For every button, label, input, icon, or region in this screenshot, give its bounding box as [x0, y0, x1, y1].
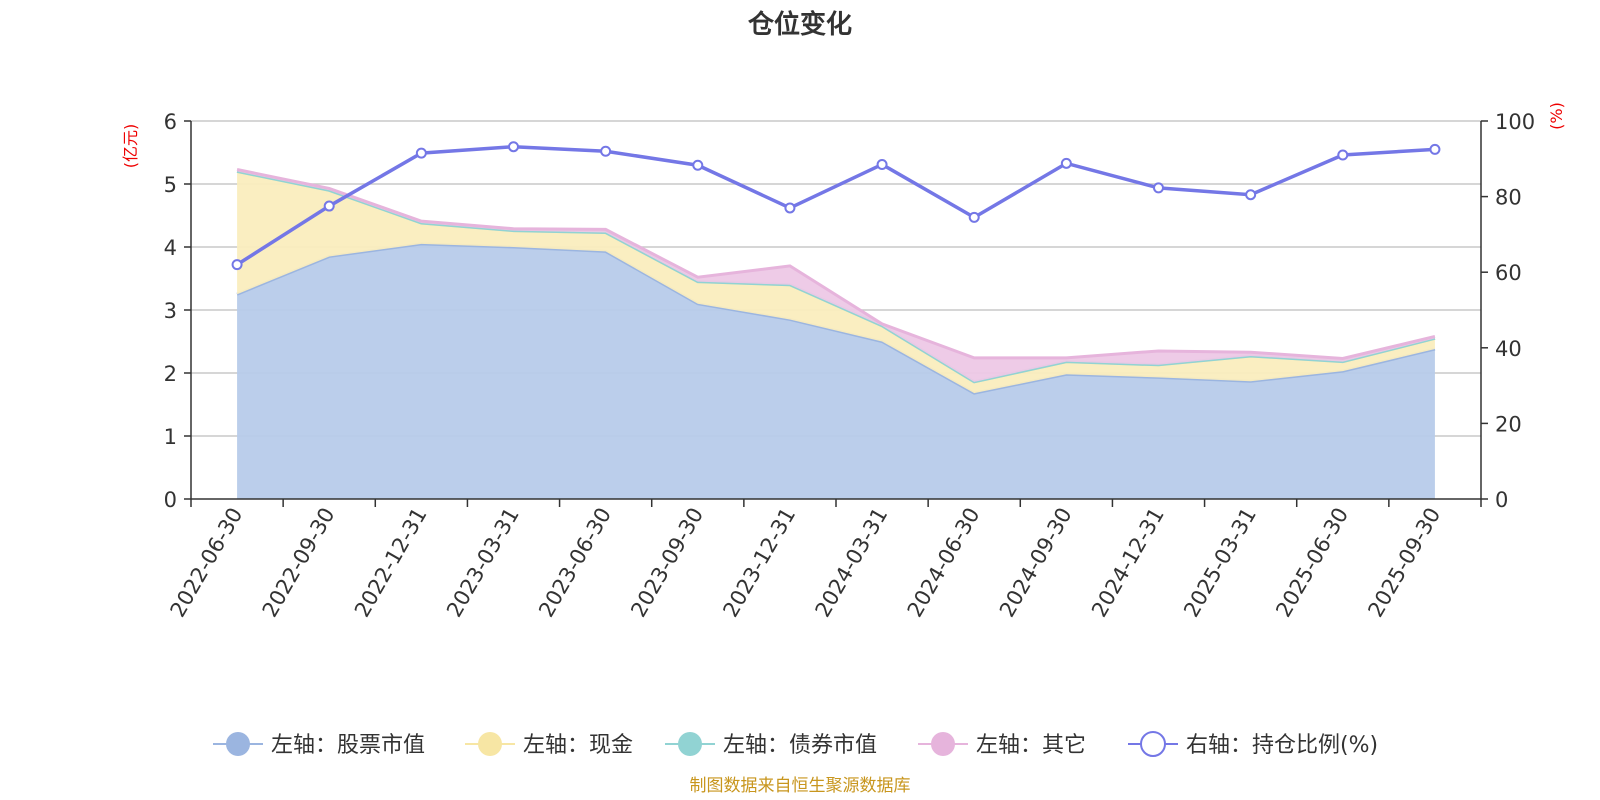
ratio-line — [236, 144, 1436, 267]
x-axis-label: 2022-12-31 — [350, 504, 432, 622]
right-axis-tick-label: 40 — [1495, 337, 1522, 361]
ratio-point[interactable] — [508, 141, 519, 153]
x-axis-label: 2023-06-30 — [534, 504, 616, 622]
legend-marker — [478, 732, 502, 756]
legend-marker — [226, 732, 250, 756]
legend[interactable]: 左轴：股票市值 左轴：现金 左轴：债券市值 左轴：其它 右轴：持仓比例(%) — [213, 731, 1378, 758]
ratio-point[interactable] — [876, 158, 888, 170]
legend-label: 左轴：股票市值 — [271, 733, 425, 758]
x-axis-label: 2022-06-30 — [166, 504, 248, 622]
ratio-point[interactable] — [784, 202, 796, 214]
ratio-point[interactable] — [600, 145, 612, 157]
legend-label: 左轴：其它 — [976, 733, 1086, 758]
ratio-point[interactable] — [1337, 149, 1349, 161]
legend-label: 左轴：现金 — [523, 733, 633, 758]
right-axis-unit: (%) — [1547, 102, 1566, 130]
area-左轴：股票市值 — [237, 243, 1435, 499]
data-source-note: 制图数据来自恒生聚源数据库 — [690, 776, 911, 796]
ratio-point[interactable] — [968, 211, 980, 223]
area-series — [236, 168, 1436, 499]
ratio-line-series — [231, 141, 1441, 271]
legend-label: 左轴：债券市值 — [723, 733, 877, 758]
right-axis-tick-label: 20 — [1495, 412, 1522, 436]
legend-item[interactable]: 左轴：股票市值 — [213, 732, 425, 758]
legend-item[interactable]: 右轴：持仓比例(%) — [1128, 731, 1378, 758]
left-axis-tick-label: 6 — [164, 110, 177, 134]
legend-marker — [678, 732, 702, 756]
ratio-point[interactable] — [1429, 143, 1441, 155]
x-axis-label: 2024-09-30 — [995, 504, 1077, 622]
ratio-point[interactable] — [231, 259, 243, 271]
legend-item[interactable]: 左轴：债券市值 — [665, 732, 877, 758]
x-axis-label: 2023-12-31 — [718, 504, 800, 622]
left-axis-tick-label: 1 — [164, 425, 177, 449]
x-axis-label: 2023-03-31 — [442, 504, 524, 622]
ratio-point[interactable] — [323, 200, 335, 212]
x-axis-label: 2025-03-31 — [1179, 504, 1261, 622]
x-axis-label: 2024-12-31 — [1087, 504, 1169, 622]
x-axis-label: 2024-03-31 — [811, 504, 893, 622]
left-axis-tick-label: 5 — [164, 173, 177, 197]
ratio-point[interactable] — [415, 147, 427, 159]
legend-marker — [931, 732, 955, 756]
legend-label: 右轴：持仓比例(%) — [1186, 733, 1378, 758]
ratio-point[interactable] — [1153, 182, 1164, 194]
right-axis-tick-label: 80 — [1495, 186, 1522, 210]
left-axis-tick-label: 4 — [164, 236, 177, 260]
x-axis-label: 2022-09-30 — [258, 504, 340, 622]
left-axis-unit: (亿元) — [121, 124, 140, 169]
left-axis-tick-label: 3 — [164, 299, 177, 323]
chart-title: 仓位变化 — [747, 9, 852, 40]
area-左轴：现金 — [237, 171, 1435, 394]
x-axis-label: 2024-06-30 — [903, 504, 985, 622]
x-axis-label: 2023-09-30 — [626, 504, 708, 622]
ratio-point[interactable] — [1245, 189, 1257, 201]
x-axis-label: 2025-06-30 — [1271, 504, 1353, 622]
ratio-point[interactable] — [1060, 157, 1072, 169]
left-axis-tick-label: 0 — [164, 488, 177, 512]
ratio-point[interactable] — [692, 159, 704, 171]
legend-marker — [1140, 731, 1166, 757]
x-axis-label: 2025-09-30 — [1363, 504, 1445, 622]
left-axis-tick-label: 2 — [164, 362, 177, 386]
right-axis-tick-label: 60 — [1495, 261, 1522, 285]
right-axis-tick-label: 100 — [1495, 110, 1535, 134]
right-axis-tick-label: 0 — [1495, 488, 1508, 512]
area-edge-左轴：其它 — [236, 168, 1436, 361]
legend-item[interactable]: 左轴：现金 — [465, 732, 633, 758]
legend-item[interactable]: 左轴：其它 — [918, 732, 1086, 758]
